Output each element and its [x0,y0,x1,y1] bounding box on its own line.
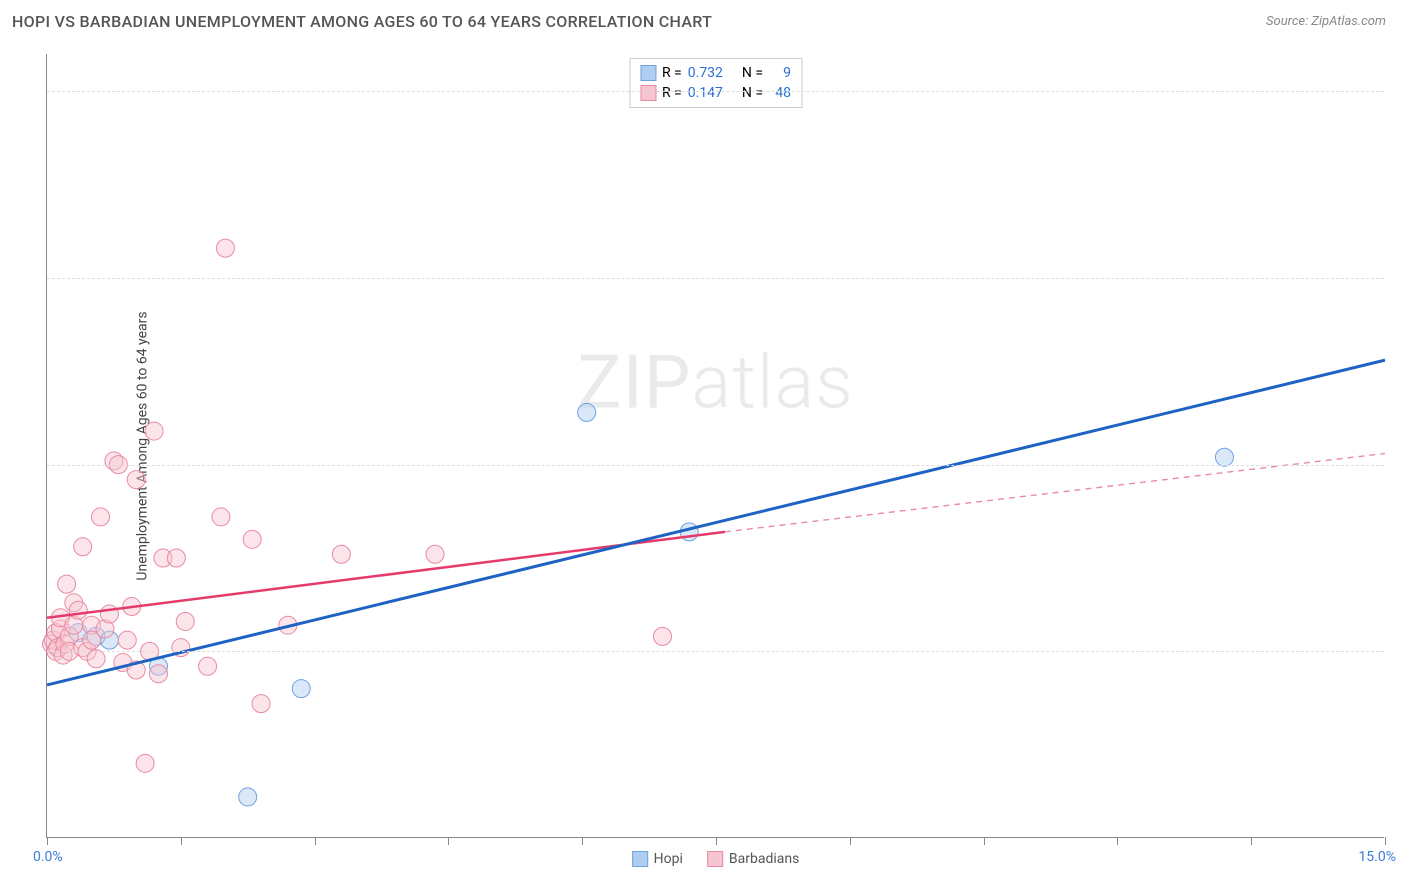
n-label: N = [742,85,763,101]
data-point [58,575,76,593]
y-tick-label: 15.0% [1390,270,1406,286]
data-point [292,680,310,698]
x-tick [582,837,583,845]
data-point [212,508,230,526]
swatch-barbadians [707,851,723,867]
legend-item-barbadians: Barbadians [707,851,799,867]
data-point [118,631,136,649]
gridline [47,278,1384,279]
data-point [199,657,217,675]
n-label: N = [742,65,763,81]
x-tick [181,837,182,845]
legend-stats-row: R = 0.147 N = 48 [640,83,791,103]
x-tick [1385,837,1386,845]
legend-stats: R = 0.732 N = 9 R = 0.147 N = 48 [629,58,802,108]
data-point [127,471,145,489]
data-point [87,650,105,668]
swatch-hopi [632,851,648,867]
gridline [47,91,1384,92]
legend-label: Hopi [654,851,683,867]
x-tick [47,837,48,845]
x-tick [315,837,316,845]
source-attribution: Source: ZipAtlas.com [1266,14,1386,29]
data-point [578,403,596,421]
n-value: 48 [769,85,791,101]
y-tick-label: 20.0% [1390,83,1406,99]
x-tick [1251,837,1252,845]
data-point [332,545,350,563]
x-tick [850,837,851,845]
data-point [176,612,194,630]
x-tick [1117,837,1118,845]
r-label: R = [662,85,682,101]
n-value: 9 [769,65,791,81]
data-point [145,422,163,440]
x-axis-max-label: 15.0% [1358,849,1396,865]
data-point [216,239,234,257]
legend-label: Barbadians [729,851,799,867]
y-tick-label: 10.0% [1390,457,1406,473]
x-tick [984,837,985,845]
r-value: 0.732 [688,65,723,81]
gridline [47,651,1384,652]
data-point [239,788,257,806]
x-tick [448,837,449,845]
swatch-barbadians [640,85,656,101]
chart-area: ZIPatlas R = 0.732 N = 9 R = 0.147 N = 4… [46,54,1384,838]
data-point [167,549,185,567]
x-axis-min-label: 0.0% [33,849,63,865]
data-point [74,538,92,556]
swatch-hopi [640,65,656,81]
r-value: 0.147 [688,85,723,101]
data-point [426,545,444,563]
data-point [1215,448,1233,466]
data-point [150,665,168,683]
plot-svg [47,54,1384,837]
x-tick [716,837,717,845]
data-point [100,605,118,623]
y-tick-label: 5.0% [1390,643,1406,659]
gridline [47,465,1384,466]
chart-title: HOPI VS BARBADIAN UNEMPLOYMENT AMONG AGE… [12,12,712,31]
header: HOPI VS BARBADIAN UNEMPLOYMENT AMONG AGE… [0,0,1406,39]
legend-series: Hopi Barbadians [632,851,800,867]
data-point [136,754,154,772]
data-point [653,627,671,645]
trend-line [47,360,1385,685]
r-label: R = [662,65,682,81]
legend-stats-row: R = 0.732 N = 9 [640,63,791,83]
data-point [69,601,87,619]
data-point [243,530,261,548]
data-point [252,695,270,713]
data-point [92,508,110,526]
legend-item-hopi: Hopi [632,851,683,867]
